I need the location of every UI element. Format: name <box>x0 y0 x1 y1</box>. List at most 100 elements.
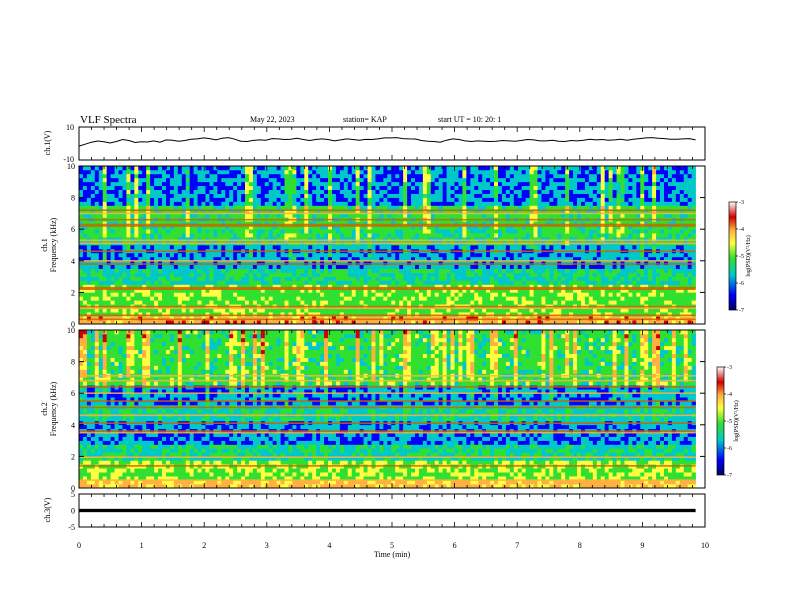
ch1-spectrogram-cell <box>312 300 317 305</box>
ch1-spectrogram-cell <box>375 284 380 289</box>
ch1-spectrogram-cell <box>106 252 111 258</box>
ch1-spectrogram-cell <box>521 300 526 305</box>
ch1-spectrogram-cell <box>687 237 692 242</box>
ch1-spectrogram-cell <box>335 308 341 313</box>
ch1-spectrogram-cell <box>600 233 605 238</box>
ch1-spectrogram-cell <box>185 288 190 293</box>
ch1-spectrogram-cell <box>209 221 214 226</box>
ch1-spectrogram-cell <box>288 284 293 289</box>
ch1-spectrogram-cell <box>296 197 301 202</box>
ch1-spectrogram-cell <box>237 252 242 258</box>
ch1-spectrogram-cell <box>177 292 183 297</box>
ch1-spectrogram-cell <box>213 284 218 289</box>
ch1-spectrogram-cell <box>434 300 439 305</box>
ch1-spectrogram-cell <box>561 233 566 238</box>
ch1-spectrogram-cell <box>632 252 637 258</box>
ch1-spectrogram-cell <box>162 320 167 324</box>
ch1-spectrogram-cell <box>268 233 273 238</box>
ch1-spectrogram-cell <box>387 308 392 313</box>
ch1-spectrogram-cell <box>343 233 349 238</box>
ch1-spectrogram-cell <box>399 280 404 285</box>
ch1-spectrogram-cell <box>300 252 305 258</box>
ch1-spectrogram-cell <box>363 225 368 230</box>
ch1-spectrogram-cell <box>533 268 538 273</box>
ch1-spectrogram-cell <box>636 205 641 210</box>
ch1-spectrogram-cell <box>256 288 262 293</box>
ch1-spectrogram-cell <box>399 292 404 297</box>
ch1-spectrogram-cell <box>268 260 273 266</box>
ch1-spectrogram-cell <box>580 280 586 285</box>
ch1-spectrogram-cell <box>691 209 696 214</box>
ch1-spectrogram-cell <box>197 237 202 242</box>
ch1-spectrogram-cell <box>545 201 550 206</box>
ch1-spectrogram-cell <box>513 256 519 262</box>
ch1-spectrogram-cell <box>438 276 443 281</box>
ch1-spectrogram-cell <box>671 276 677 281</box>
ch1-spectrogram-cell <box>118 280 123 285</box>
ch1-spectrogram-cell <box>580 197 586 202</box>
ch1-spectrogram-cell <box>533 209 538 214</box>
ch1-spectrogram-cell <box>367 280 372 285</box>
ch1-spectrogram-cell <box>233 308 238 313</box>
ch1-spectrogram-cell <box>126 320 131 324</box>
ch1-spectrogram-cell <box>557 316 562 321</box>
ch1-spectrogram-cell <box>486 256 491 262</box>
ch1-spectrogram-cell <box>501 245 507 250</box>
ch1-spectrogram-cell <box>114 205 119 210</box>
ch1-spectrogram-cell <box>114 300 119 305</box>
ch1-spectrogram-cell <box>189 245 194 250</box>
ch1-spectrogram-cell <box>138 284 143 289</box>
ch1-spectrogram-cell <box>565 209 570 214</box>
ch1-spectrogram-cell <box>687 288 692 293</box>
ch1-spectrogram-cell <box>490 252 495 258</box>
ch1-spectrogram-cell <box>82 292 88 297</box>
ch1-spectrogram-cell <box>549 288 554 293</box>
ch1-spectrogram-cell <box>237 272 242 277</box>
ch1-spectrogram-cell <box>165 245 171 250</box>
ch1-spectrogram-cell <box>497 280 503 285</box>
ch1-spectrogram-cell <box>636 288 641 293</box>
ch1-spectrogram-cell <box>407 201 412 206</box>
ch1-spectrogram-cell <box>296 296 301 301</box>
ch1-spectrogram-cell <box>446 237 451 242</box>
ch1-spectrogram-cell <box>660 256 665 262</box>
ch1-spectrogram-cell <box>466 292 471 297</box>
ch1-spectrogram-cell <box>264 268 270 273</box>
ch1-spectrogram-cell <box>197 288 202 293</box>
ch1-spectrogram-cell <box>130 201 135 206</box>
ch1-spectrogram-cell <box>636 201 641 206</box>
ch1-spectrogram-cell <box>422 272 428 277</box>
ch1-spectrogram-cell <box>624 197 629 202</box>
ch1-spectrogram-cell <box>126 209 131 214</box>
ch1-spectrogram-cell <box>122 233 127 238</box>
ch1-spectrogram-cell <box>450 288 455 293</box>
ch1-spectrogram-cell <box>126 252 131 258</box>
ch1-spectrogram-cell <box>414 233 420 238</box>
ch1-spectrogram-cell <box>339 197 345 202</box>
ch1-spectrogram-cell <box>588 209 594 214</box>
ch1-spectrogram-cell <box>189 312 194 317</box>
ch1-spectrogram-cell <box>154 268 159 273</box>
ch1-spectrogram-cell <box>205 264 210 269</box>
ch1-spectrogram-cell <box>276 268 281 273</box>
ch1-spectrogram-cell <box>233 264 238 269</box>
ch1-spectrogram-cell <box>644 213 649 218</box>
ch1-spectrogram-cell <box>237 205 242 210</box>
ch1-spectrogram-cell <box>331 225 337 230</box>
ch1-spectrogram-cell <box>165 264 171 269</box>
ch1-spectrogram-cell <box>276 225 281 230</box>
ch1-spectrogram-cell <box>142 221 147 226</box>
ch1-spectrogram-cell <box>331 292 337 297</box>
ch1-spectrogram-cell <box>529 233 534 238</box>
ch1-spectrogram-cell <box>580 233 586 238</box>
ch1-spectrogram-cell <box>434 272 439 277</box>
ch1-spectrogram-cell <box>328 308 333 313</box>
ch1-spectrogram-cell <box>434 296 439 301</box>
ch1-spectrogram-cell <box>118 296 123 301</box>
ch1-spectrogram-cell <box>691 201 696 206</box>
ch1-spectrogram-cell <box>118 197 123 202</box>
ch1-spectrogram-cell <box>79 268 84 273</box>
ch1-spectrogram-cell <box>304 280 309 285</box>
ch1-spectrogram-cell <box>675 292 681 297</box>
